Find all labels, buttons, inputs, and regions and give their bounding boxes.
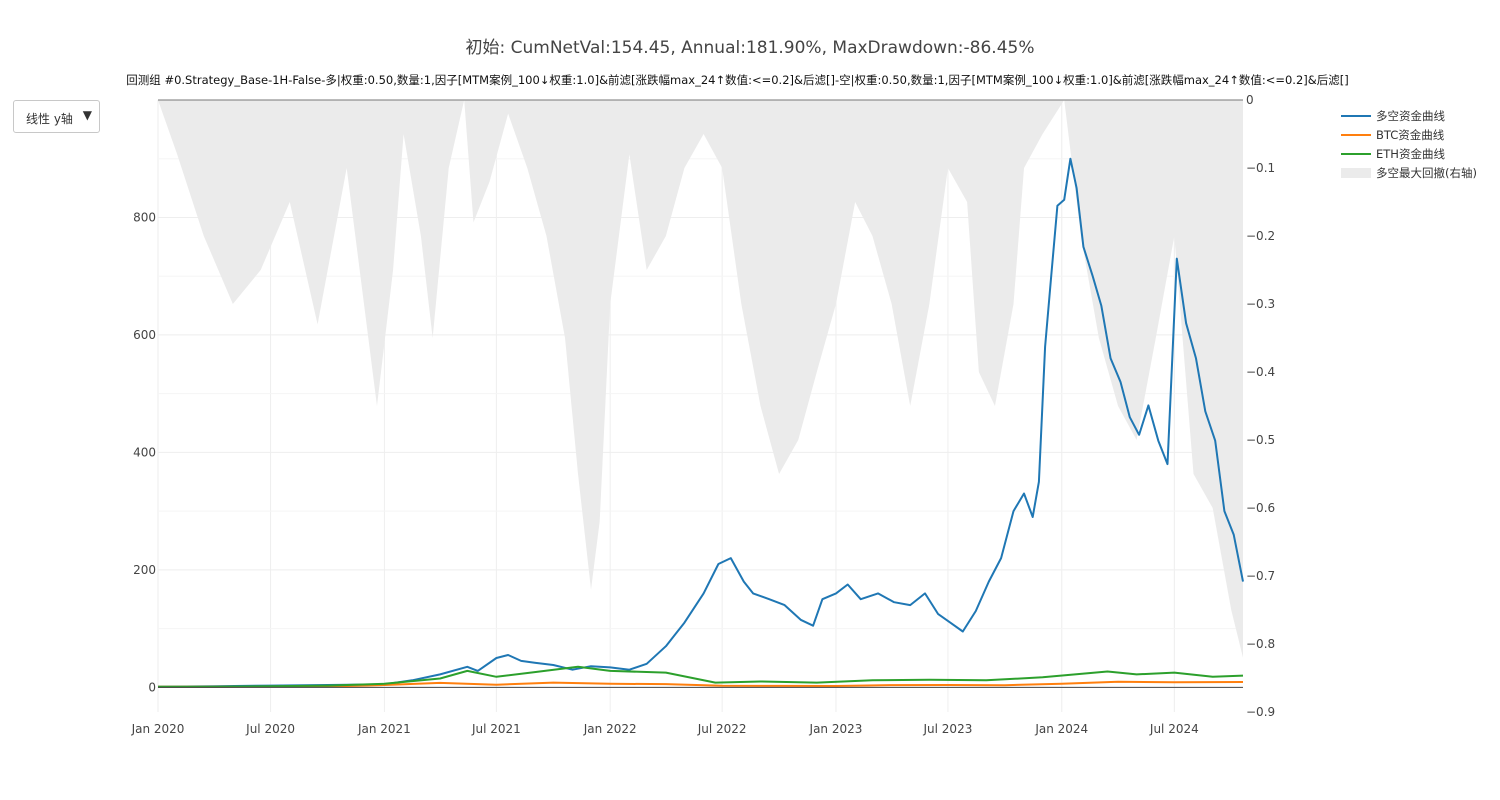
y-tick-label: 800 [133, 210, 156, 224]
legend-label: ETH资金曲线 [1376, 146, 1445, 161]
legend-swatch [1341, 114, 1371, 117]
legend-swatch [1341, 167, 1371, 178]
x-tick-label: Jan 2023 [809, 722, 863, 736]
legend-swatch [1341, 133, 1371, 136]
x-tick-label: Jul 2023 [923, 722, 973, 736]
legend-label: 多空最大回撤(右轴) [1376, 165, 1477, 180]
x-tick-label: Jan 2020 [131, 722, 185, 736]
y-tick-label: 200 [133, 563, 156, 577]
legend-swatch [1341, 152, 1371, 155]
x-tick-label: Jul 2022 [697, 722, 747, 736]
y-axis-scale-dropdown[interactable]: 线性 y轴 ▼ [13, 100, 100, 133]
y2-tick-label: 0 [1246, 93, 1254, 107]
y-tick-label: 0 [148, 680, 156, 694]
axes-layer: Jan 2020 Jul 2020 Jan 2021 Jul 2021 Jan 2022… [131, 93, 1276, 736]
legend-item[interactable]: 多空资金曲线 [1341, 106, 1477, 125]
x-tick-label: Jan 2021 [357, 722, 411, 736]
legend-label: 多空资金曲线 [1376, 108, 1445, 123]
y2-tick-label: −0.8 [1246, 637, 1275, 651]
legend-item[interactable]: ETH资金曲线 [1341, 144, 1477, 163]
lines-layer [157, 157, 1244, 688]
x-tick-label: Jan 2022 [583, 722, 637, 736]
x-tick-label: Jul 2020 [245, 722, 295, 736]
y2-tick-label: −0.1 [1246, 161, 1275, 175]
legend-item[interactable]: 多空最大回撤(右轴) [1341, 163, 1477, 182]
legend-label: BTC资金曲线 [1376, 127, 1445, 142]
y2-tick-label: −0.3 [1246, 297, 1275, 311]
chart-title: 初始: CumNetVal:154.45, Annual:181.90%, Ma… [465, 38, 1035, 58]
dropdown-label: 线性 y轴 [26, 112, 73, 126]
drawdown-layer [158, 100, 1243, 658]
y2-tick-label: −0.6 [1246, 501, 1275, 515]
y2-tick-label: −0.5 [1246, 433, 1275, 447]
x-tick-label: Jul 2024 [1149, 722, 1199, 736]
drawdown-area [158, 100, 1243, 658]
y2-tick-label: −0.2 [1246, 229, 1275, 243]
y-tick-label: 600 [133, 328, 156, 342]
chevron-down-icon: ▼ [82, 108, 92, 122]
long-short-equity-line [157, 157, 1244, 688]
y2-tick-label: −0.9 [1246, 705, 1275, 719]
x-tick-label: Jan 2024 [1034, 722, 1088, 736]
y2-tick-label: −0.4 [1246, 365, 1275, 379]
legend-item[interactable]: BTC资金曲线 [1341, 125, 1477, 144]
y-tick-label: 400 [133, 445, 156, 459]
y2-tick-label: −0.7 [1246, 569, 1275, 583]
legend: 多空资金曲线 BTC资金曲线 ETH资金曲线多空最大回撤(右轴) [1341, 106, 1477, 182]
x-tick-label: Jul 2021 [471, 722, 521, 736]
eth-equity-line [158, 665, 1244, 688]
chart-subtitle: 回测组 #0.Strategy_Base-1H-False-多|权重:0.50,… [126, 73, 1349, 87]
